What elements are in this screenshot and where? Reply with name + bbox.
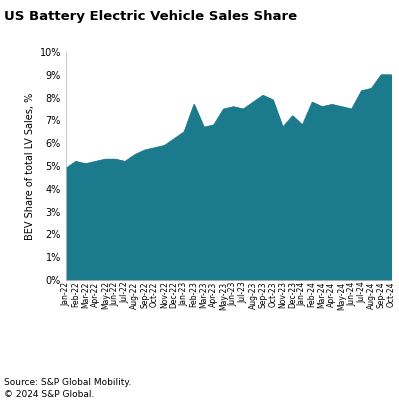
Y-axis label: BEV Share of total LV Sales, %: BEV Share of total LV Sales, % xyxy=(26,92,36,240)
Text: Source: S&P Global Mobility.: Source: S&P Global Mobility. xyxy=(4,378,131,387)
Text: US Battery Electric Vehicle Sales Share: US Battery Electric Vehicle Sales Share xyxy=(4,10,297,23)
Text: © 2024 S&P Global.: © 2024 S&P Global. xyxy=(4,390,95,399)
